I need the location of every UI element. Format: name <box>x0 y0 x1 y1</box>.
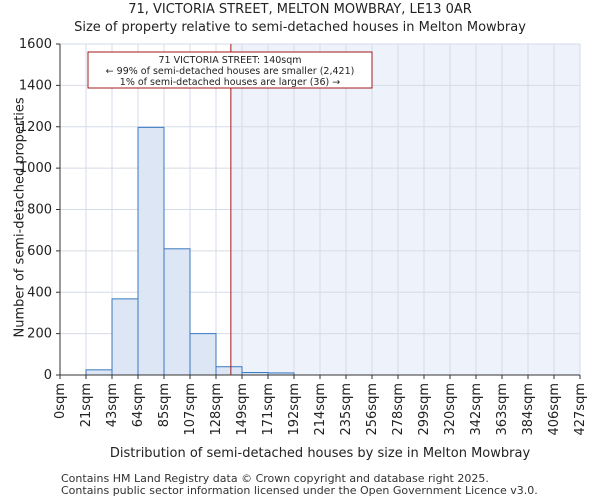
y-tick-label: 200 <box>27 327 52 342</box>
x-tick-label: 320sqm <box>443 383 458 436</box>
annotation-line-2: ← 99% of semi-detached houses are smalle… <box>106 66 355 77</box>
y-tick-label: 1400 <box>19 78 52 93</box>
x-axis-label: Distribution of semi-detached houses by … <box>109 446 531 461</box>
annotation-line-1: 71 VICTORIA STREET: 140sqm <box>158 55 301 66</box>
bar-85sqm <box>163 248 191 376</box>
bar-64sqm <box>137 126 165 376</box>
annotation-line-3: 1% of semi-detached houses are larger (3… <box>120 77 340 88</box>
x-tick-label: 342sqm <box>469 383 484 436</box>
x-tick-label: 256sqm <box>365 383 380 436</box>
x-tick-label: 363sqm <box>495 383 510 436</box>
x-tick-label: 171sqm <box>261 383 276 436</box>
bar-128sqm <box>215 366 243 376</box>
x-tick-label: 128sqm <box>209 383 224 436</box>
x-tick-label: 192sqm <box>287 383 302 436</box>
x-tick-label: 64sqm <box>131 383 146 427</box>
x-tick-label: 235sqm <box>339 383 354 436</box>
x-tick-label: 214sqm <box>313 383 328 436</box>
x-tick-label: 21sqm <box>79 383 94 427</box>
x-tick-label: 427sqm <box>573 383 588 436</box>
chart-title: 71, VICTORIA STREET, MELTON MOWBRAY, LE1… <box>128 2 472 17</box>
x-tick-label: 384sqm <box>521 383 536 436</box>
y-tick-label: 600 <box>27 244 52 259</box>
x-tick-label: 0sqm <box>53 383 68 419</box>
y-tick-label: 0 <box>44 368 52 383</box>
annotation-box <box>87 51 373 89</box>
x-tick-label: 406sqm <box>547 383 562 436</box>
chart-subtitle: Size of property relative to semi-detach… <box>74 20 526 35</box>
x-tick-label: 149sqm <box>235 383 250 436</box>
y-axis-label: Number of semi-detached properties <box>12 97 28 338</box>
bar-21sqm <box>85 369 113 376</box>
y-tick-label: 1000 <box>19 161 52 176</box>
footer-licence: Contains public sector information licen… <box>61 484 538 497</box>
y-tick-label: 1600 <box>19 37 52 52</box>
y-tick-label: 800 <box>27 203 52 218</box>
y-tick-label: 400 <box>27 285 52 300</box>
x-tick-label: 85sqm <box>157 383 172 427</box>
bar-43sqm <box>111 298 139 376</box>
bar-107sqm <box>189 333 217 376</box>
x-tick-label: 278sqm <box>391 383 406 436</box>
y-tick-label: 1200 <box>19 120 52 135</box>
x-tick-label: 107sqm <box>183 383 198 436</box>
x-tick-label: 299sqm <box>417 383 432 436</box>
footer-copyright: Contains HM Land Registry data © Crown c… <box>61 472 489 485</box>
x-tick-label: 43sqm <box>105 383 120 427</box>
